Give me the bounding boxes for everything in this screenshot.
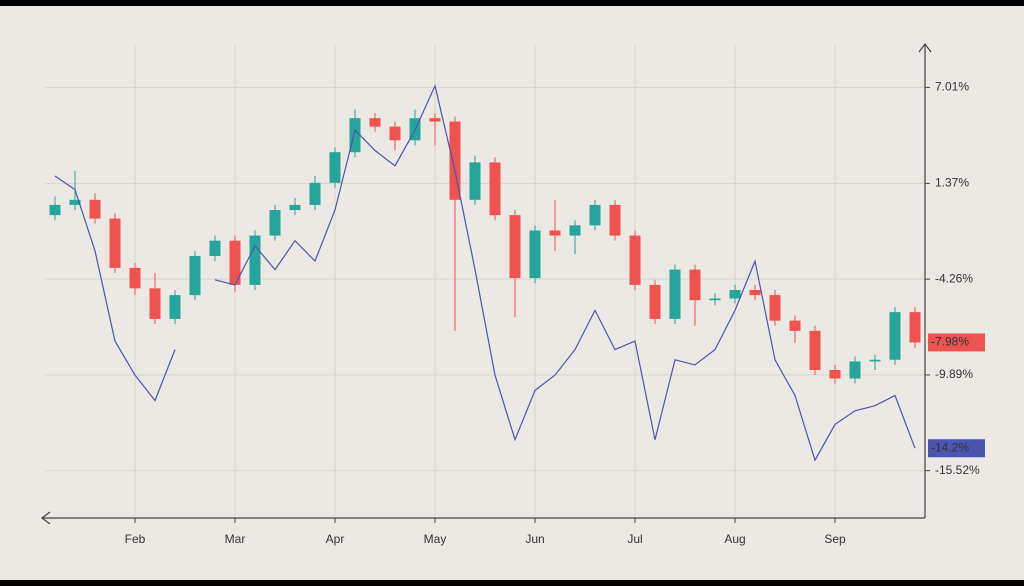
chart-background xyxy=(0,6,1024,580)
candle-body xyxy=(269,210,281,236)
candle-body xyxy=(249,235,261,285)
candle-body xyxy=(789,320,801,331)
comparison-line xyxy=(54,83,916,462)
candle-body xyxy=(69,199,81,205)
candle-body xyxy=(89,199,101,219)
candle-body xyxy=(329,152,341,183)
candle-body xyxy=(189,255,201,296)
candle-body xyxy=(889,312,901,360)
labels-layer: 7.01% 1.37% -4.26% -9.89% -15.52% Feb Mar Apr Ma… xyxy=(125,80,985,546)
candle-body xyxy=(809,330,821,370)
x-tick-label: Jul xyxy=(627,532,642,546)
x-tick-label: May xyxy=(424,532,447,546)
candle-body xyxy=(389,126,401,141)
candle-body xyxy=(49,204,61,216)
candle-body xyxy=(129,267,141,289)
x-tick-label: Apr xyxy=(326,532,345,546)
y-tick-label: 1.37% xyxy=(935,175,969,189)
y-axis-arrow xyxy=(918,43,932,53)
candle-body xyxy=(509,215,521,279)
candle-body xyxy=(769,295,781,321)
candle-body xyxy=(429,118,441,122)
candle-body xyxy=(489,162,501,216)
candle-body xyxy=(849,361,861,379)
candle-body xyxy=(469,162,481,200)
candle-body xyxy=(689,269,701,301)
last-value-label: -14.2% xyxy=(931,440,969,454)
candle-body xyxy=(569,225,581,236)
candle-body xyxy=(729,290,741,299)
y-tick-label: -4.26% xyxy=(935,271,973,285)
candle-body xyxy=(229,240,241,285)
candle-body xyxy=(149,288,161,319)
candle-body xyxy=(209,240,221,256)
x-tick-label: Sep xyxy=(824,532,846,546)
candle-body xyxy=(109,218,121,268)
candle-body xyxy=(609,204,621,236)
candle-body xyxy=(589,204,601,226)
last-value-label: -7.98% xyxy=(931,335,969,349)
candle-body xyxy=(629,235,641,285)
candle-body xyxy=(869,359,881,362)
candle-body xyxy=(169,295,181,319)
candle-body xyxy=(749,290,761,296)
marks-layer xyxy=(49,83,921,462)
y-tick-label: -15.52% xyxy=(935,463,980,477)
last-value-badge xyxy=(928,439,985,458)
last-value-badge xyxy=(928,333,985,352)
x-tick-label: Aug xyxy=(724,532,745,546)
candle-body xyxy=(709,298,721,301)
y-tick-label: -9.89% xyxy=(935,367,973,381)
x-axis-arrow xyxy=(41,511,51,525)
candle-body xyxy=(289,204,301,211)
candle-body xyxy=(449,121,461,200)
candle-body xyxy=(349,118,361,153)
x-tick-label: Mar xyxy=(225,532,246,546)
x-tick-label: Feb xyxy=(125,532,146,546)
candle-body xyxy=(369,118,381,127)
y-tick-label: 7.01% xyxy=(935,80,969,94)
candle-body xyxy=(309,182,321,205)
candle-body xyxy=(829,369,841,379)
candle-body xyxy=(669,269,681,319)
candle-body xyxy=(649,284,661,319)
candle-body xyxy=(549,230,561,236)
candle-body xyxy=(909,312,921,343)
candle-body xyxy=(529,230,541,279)
x-tick-label: Jun xyxy=(525,532,544,546)
